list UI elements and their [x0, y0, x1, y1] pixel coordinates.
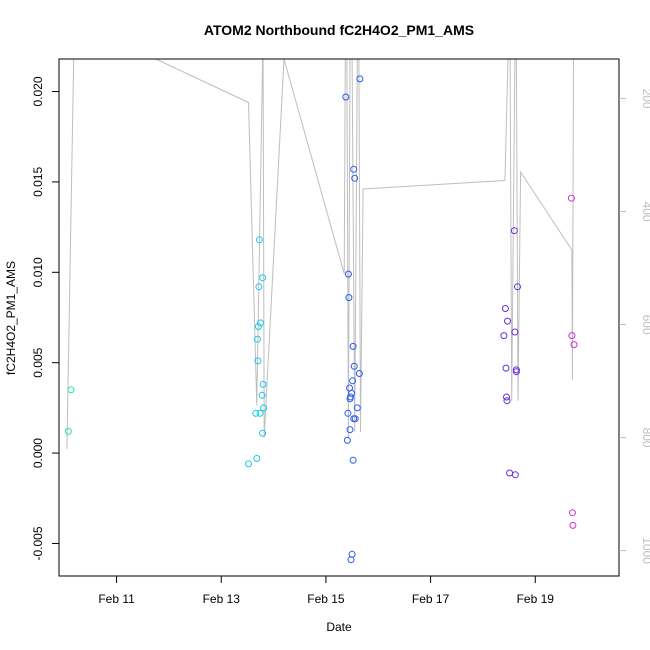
data-point: [501, 305, 509, 312]
data-point: [511, 471, 519, 479]
data-point: [570, 341, 578, 349]
data-point: [67, 386, 75, 394]
data-point: [514, 283, 521, 291]
data-point: [510, 227, 518, 235]
x-tick-label: Feb 11: [98, 592, 135, 606]
data-point: [569, 521, 577, 529]
data-point: [258, 391, 266, 399]
data-point: [345, 294, 353, 302]
data-point: [349, 456, 357, 464]
data-point: [257, 319, 264, 327]
data-point: [347, 393, 354, 401]
data-point: [260, 404, 268, 412]
data-point: [255, 283, 263, 291]
data-points: [64, 75, 578, 564]
y-tick-label: -0.005: [31, 526, 45, 560]
secondary-trace-line: [66, 58, 574, 449]
y-tick-label: 0.015: [31, 167, 45, 197]
data-point: [252, 409, 260, 417]
data-point: [254, 323, 262, 330]
x-tick-label: Feb 15: [307, 592, 345, 606]
data-point: [259, 429, 267, 437]
data-point: [500, 332, 508, 340]
data-point: [259, 274, 267, 282]
data-point: [348, 550, 356, 558]
y-tick-label: 0.010: [31, 257, 45, 287]
data-point: [350, 362, 358, 370]
y-tick-label: 0.020: [31, 76, 45, 106]
data-point: [253, 335, 261, 343]
data-point: [344, 409, 352, 417]
data-point: [245, 460, 252, 468]
data-point: [351, 174, 359, 182]
data-point: [259, 380, 267, 388]
x-tick-label: Feb 19: [517, 592, 555, 606]
data-point: [349, 377, 357, 385]
data-point: [64, 427, 72, 435]
data-point: [348, 389, 356, 397]
plot-frame: [58, 58, 620, 577]
secondary-axis-trace: [66, 58, 574, 449]
data-point: [343, 436, 351, 444]
x-tick-label: Feb 13: [203, 592, 241, 606]
data-point: [503, 397, 511, 405]
data-point: [346, 426, 354, 434]
x-tick-label: Feb 17: [412, 592, 450, 606]
data-point: [344, 270, 352, 278]
data-point: [351, 415, 359, 423]
y2-tick-label: 800: [640, 428, 650, 448]
y2-tick-label: 200: [640, 89, 650, 109]
x-axis-label: Date: [326, 620, 352, 634]
data-point: [567, 194, 575, 202]
data-point: [350, 165, 358, 173]
data-point: [504, 317, 511, 325]
y2-tick-label: 400: [640, 202, 650, 222]
data-point: [342, 93, 350, 101]
x-axis: Feb 11 Feb 13 Feb 15 Feb 17 Feb 19: [98, 576, 554, 606]
data-point: [506, 469, 514, 477]
data-point: [349, 342, 357, 350]
y-axis: -0.005 0.000 0.005 0.010 0.015 0.020: [31, 76, 59, 561]
data-point: [356, 75, 364, 83]
data-point: [253, 455, 261, 462]
y-axis-label: fC2H4O2_PM1_AMS: [4, 261, 18, 375]
data-point: [256, 409, 264, 417]
data-point: [502, 364, 510, 372]
data-point: [568, 509, 576, 517]
data-point: [355, 370, 363, 377]
y-axis-right: 200 400 600 800 1000: [619, 89, 650, 564]
data-point: [255, 236, 263, 244]
data-point: [512, 366, 520, 374]
data-point: [353, 404, 361, 412]
data-point: [511, 328, 519, 336]
chart-title: ATOM2 Northbound fC2H4O2_PM1_AMS: [204, 22, 474, 38]
data-point: [254, 357, 262, 365]
data-point: [503, 393, 510, 401]
y-tick-label: 0.005: [31, 347, 45, 377]
y2-tick-label: 1000: [640, 537, 650, 564]
y-tick-label: 0.000: [31, 438, 45, 468]
data-point: [568, 332, 576, 340]
y2-tick-label: 600: [640, 315, 650, 335]
